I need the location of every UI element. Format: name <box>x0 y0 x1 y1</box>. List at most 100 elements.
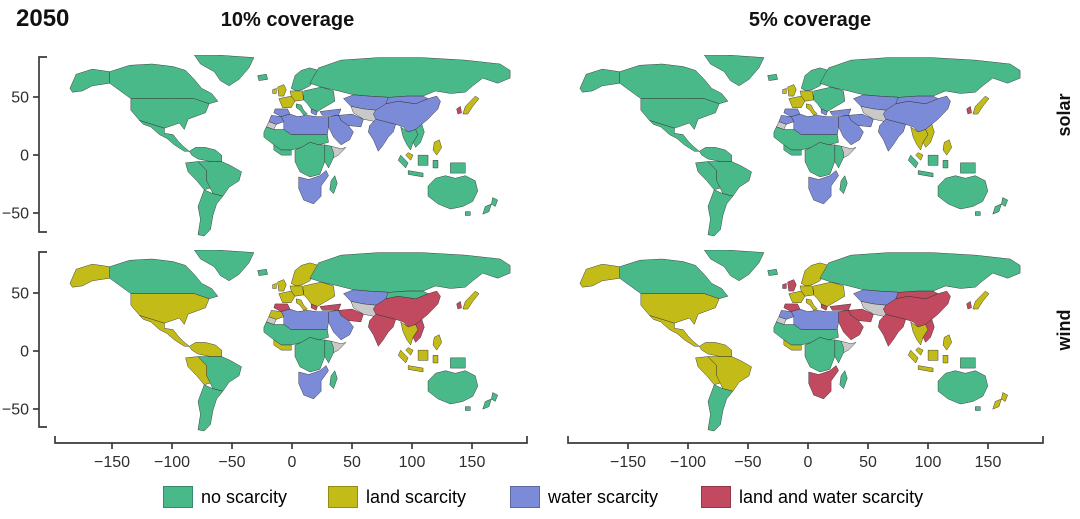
region-greece <box>310 303 318 311</box>
region-canada <box>619 63 729 105</box>
legend-item-land-scarcity: land scarcity <box>328 484 466 510</box>
region-japan <box>462 95 480 115</box>
legend-item-water-scarcity: water scarcity <box>510 484 658 510</box>
region-usa <box>130 293 210 325</box>
region-madagascar <box>329 370 338 389</box>
y-tick-label: 50 <box>11 90 29 107</box>
region-madagascar <box>839 370 848 389</box>
region-korea <box>966 301 972 310</box>
region-mongolia <box>385 290 429 300</box>
region-australia <box>427 175 478 216</box>
legend-swatch-land-and-water-scarcity <box>701 486 731 508</box>
region-vietnam <box>412 319 425 343</box>
region-indonesia <box>397 154 439 178</box>
region-uk_ireland <box>272 84 287 97</box>
region-brazil <box>707 356 752 392</box>
region-turkey <box>829 303 852 311</box>
region-brazil <box>197 356 242 392</box>
region-korea <box>456 301 462 310</box>
region-russia <box>819 252 1021 293</box>
region-west_africa_coast <box>783 144 802 156</box>
x-tick-label: −100 <box>154 454 190 471</box>
legend-swatch-no-scarcity <box>163 486 193 508</box>
region-vietnam <box>922 124 935 148</box>
region-uk_ireland <box>782 279 797 292</box>
region-mongolia <box>895 290 939 300</box>
region-north_africa <box>791 308 839 330</box>
region-middle_east <box>328 310 354 341</box>
region-usa <box>640 98 720 130</box>
region-middle_east <box>838 310 864 341</box>
x-tick-label: −100 <box>670 454 706 471</box>
region-papua_new_guinea <box>450 162 466 174</box>
region-somalia <box>840 340 857 353</box>
region-germany_benelux <box>289 90 304 102</box>
region-greenland <box>704 55 765 87</box>
region-south_africa <box>298 365 329 400</box>
region-france <box>278 95 296 108</box>
region-south_africa <box>808 170 839 205</box>
legend-item-no-scarcity: no scarcity <box>163 484 287 510</box>
world-map-svg <box>69 55 511 237</box>
region-italy <box>806 298 818 311</box>
region-somalia <box>330 145 347 158</box>
x-tick-label: 50 <box>343 454 361 471</box>
year-label: 2050 <box>16 5 70 32</box>
x-tick-label: 150 <box>459 454 486 471</box>
x-tick-label: 50 <box>859 454 877 471</box>
x-tick-label: 0 <box>288 454 297 471</box>
region-australia <box>937 175 988 216</box>
y-tick-label: −50 <box>2 206 29 223</box>
region-vietnam <box>412 124 425 148</box>
y-tick-label: −50 <box>2 402 29 419</box>
region-iceland <box>257 74 268 81</box>
region-brazil <box>197 161 242 197</box>
region-usa <box>640 293 720 325</box>
region-papua_new_guinea <box>960 162 976 174</box>
region-mongolia <box>385 95 429 105</box>
region-new_zealand <box>482 392 498 410</box>
region-morocco <box>778 115 795 125</box>
region-greece <box>310 108 318 116</box>
region-germany_benelux <box>799 90 814 102</box>
region-india <box>368 313 396 347</box>
region-papua_new_guinea <box>960 357 976 369</box>
region-mexico_central_america <box>649 315 700 347</box>
region-east_europe <box>303 86 335 112</box>
region-morocco <box>778 310 795 320</box>
region-middle_east <box>328 115 354 146</box>
region-new_zealand <box>992 392 1008 410</box>
region-indonesia <box>907 154 949 178</box>
region-vietnam <box>922 319 935 343</box>
region-canada <box>109 63 219 105</box>
region-philippines <box>942 139 952 156</box>
region-italy <box>806 103 818 116</box>
region-turkey <box>829 108 852 116</box>
row-label-solar: solar <box>1054 93 1074 137</box>
region-russia <box>309 57 511 98</box>
region-malaysia <box>405 347 414 356</box>
region-russia <box>309 252 511 293</box>
region-southern_cone <box>707 384 734 432</box>
region-indonesia <box>397 349 439 373</box>
region-madagascar <box>839 175 848 194</box>
region-south_america_north <box>189 147 222 162</box>
region-north_africa <box>281 308 329 330</box>
region-alaska <box>579 263 620 288</box>
region-turkey <box>319 303 342 311</box>
region-iceland <box>257 269 268 276</box>
region-uk_ireland <box>272 279 287 292</box>
region-new_zealand <box>992 197 1008 215</box>
legend-item-land-and-water-scarcity: land and water scarcity <box>701 484 923 510</box>
region-korea <box>966 106 972 115</box>
region-italy <box>296 298 308 311</box>
map-panel-wind-5pct <box>565 250 1040 440</box>
region-india <box>368 118 396 152</box>
region-australia <box>937 370 988 411</box>
y-axis-line <box>38 251 47 428</box>
x-tick-label: 100 <box>399 454 426 471</box>
region-france <box>278 290 296 303</box>
region-india <box>878 313 906 347</box>
region-greenland <box>194 55 255 87</box>
region-alaska <box>579 68 620 93</box>
